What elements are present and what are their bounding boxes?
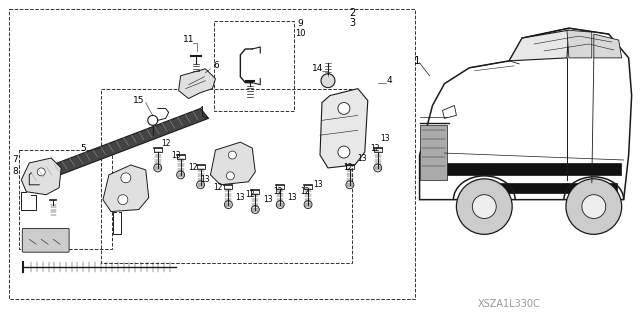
Text: 13: 13 <box>357 153 367 162</box>
Circle shape <box>121 173 131 183</box>
Text: 15: 15 <box>133 96 145 105</box>
Circle shape <box>252 205 259 213</box>
Text: 13: 13 <box>171 151 180 160</box>
Polygon shape <box>442 106 456 118</box>
Circle shape <box>304 201 312 209</box>
Circle shape <box>374 164 381 172</box>
Text: 13: 13 <box>313 180 323 189</box>
Polygon shape <box>211 142 255 185</box>
Text: 12: 12 <box>343 163 353 173</box>
Circle shape <box>228 151 236 159</box>
Text: 4: 4 <box>387 76 392 85</box>
Text: 2: 2 <box>349 8 356 18</box>
Polygon shape <box>103 165 148 211</box>
Circle shape <box>346 181 354 189</box>
Polygon shape <box>179 69 216 99</box>
Polygon shape <box>594 34 621 58</box>
Text: 6: 6 <box>214 61 220 70</box>
Circle shape <box>338 146 350 158</box>
Circle shape <box>338 102 350 115</box>
Polygon shape <box>509 30 569 61</box>
Circle shape <box>118 195 128 204</box>
Circle shape <box>227 172 234 180</box>
Text: 12: 12 <box>161 139 170 148</box>
Text: 10: 10 <box>295 29 305 38</box>
Text: 1: 1 <box>414 56 421 66</box>
Text: 12: 12 <box>188 163 197 173</box>
Text: 3: 3 <box>350 18 356 28</box>
FancyBboxPatch shape <box>22 228 69 252</box>
Text: 12: 12 <box>370 144 380 152</box>
Circle shape <box>154 164 162 172</box>
Bar <box>469 183 617 193</box>
Text: 12: 12 <box>214 183 223 192</box>
Text: 7: 7 <box>12 155 18 165</box>
Text: 8: 8 <box>12 167 18 176</box>
Circle shape <box>177 171 184 179</box>
Text: 13: 13 <box>380 134 390 143</box>
Text: 13: 13 <box>264 195 273 204</box>
Polygon shape <box>320 89 368 168</box>
Text: 14: 14 <box>312 64 324 73</box>
Circle shape <box>321 74 335 88</box>
Text: 9: 9 <box>297 19 303 28</box>
Text: 5: 5 <box>80 144 86 152</box>
Text: 13: 13 <box>201 175 211 184</box>
Text: 12: 12 <box>273 187 283 196</box>
Text: 13: 13 <box>287 193 297 202</box>
Circle shape <box>225 201 232 209</box>
Circle shape <box>456 179 512 234</box>
Text: 12: 12 <box>300 187 310 196</box>
Text: 12: 12 <box>246 190 255 199</box>
Polygon shape <box>567 30 592 58</box>
Text: 11: 11 <box>183 34 195 44</box>
Text: 13: 13 <box>236 193 245 202</box>
Text: XSZA1L330C: XSZA1L330C <box>478 299 541 309</box>
Circle shape <box>196 181 205 189</box>
Bar <box>440 163 621 175</box>
Bar <box>420 125 447 180</box>
Circle shape <box>472 195 496 219</box>
Polygon shape <box>21 158 61 195</box>
Circle shape <box>37 168 45 176</box>
Circle shape <box>276 201 284 209</box>
Circle shape <box>566 179 621 234</box>
Circle shape <box>582 195 605 219</box>
Polygon shape <box>31 108 209 183</box>
Polygon shape <box>420 28 632 200</box>
